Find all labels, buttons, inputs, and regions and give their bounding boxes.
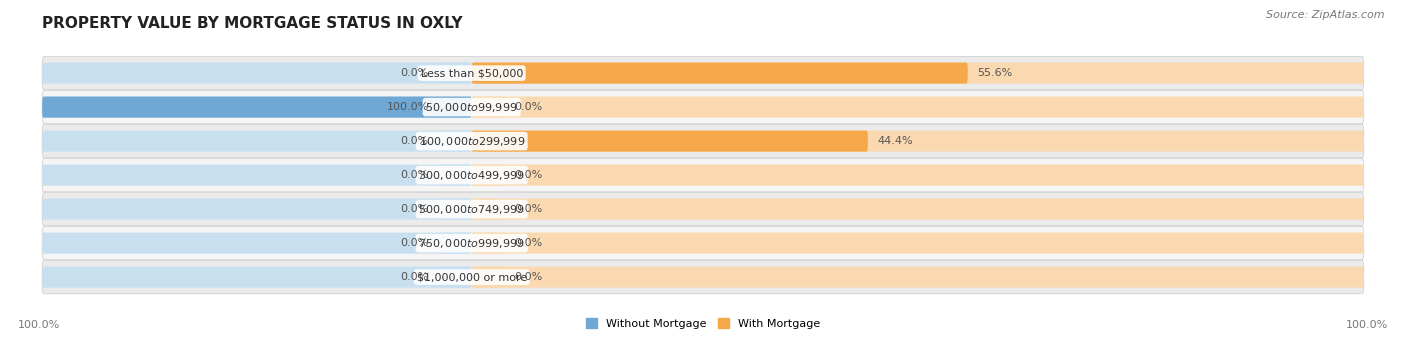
FancyBboxPatch shape: [471, 131, 1364, 152]
Legend: Without Mortgage, With Mortgage: Without Mortgage, With Mortgage: [582, 314, 824, 333]
FancyBboxPatch shape: [471, 63, 967, 84]
Text: 0.0%: 0.0%: [401, 68, 429, 78]
FancyBboxPatch shape: [439, 131, 471, 152]
FancyBboxPatch shape: [471, 131, 868, 152]
FancyBboxPatch shape: [42, 97, 471, 118]
Text: PROPERTY VALUE BY MORTGAGE STATUS IN OXLY: PROPERTY VALUE BY MORTGAGE STATUS IN OXL…: [42, 16, 463, 31]
FancyBboxPatch shape: [42, 267, 471, 288]
FancyBboxPatch shape: [471, 165, 505, 186]
FancyBboxPatch shape: [42, 199, 471, 220]
Text: 0.0%: 0.0%: [401, 272, 429, 282]
FancyBboxPatch shape: [42, 233, 471, 254]
Text: 0.0%: 0.0%: [401, 170, 429, 180]
FancyBboxPatch shape: [471, 165, 1364, 186]
Text: 100.0%: 100.0%: [1346, 320, 1388, 330]
Text: 0.0%: 0.0%: [515, 102, 543, 112]
Text: 55.6%: 55.6%: [977, 68, 1012, 78]
FancyBboxPatch shape: [42, 226, 1364, 260]
Text: 0.0%: 0.0%: [515, 238, 543, 248]
Text: $300,000 to $499,999: $300,000 to $499,999: [419, 169, 524, 182]
FancyBboxPatch shape: [471, 267, 1364, 288]
Text: 0.0%: 0.0%: [515, 170, 543, 180]
FancyBboxPatch shape: [42, 260, 1364, 294]
Text: 44.4%: 44.4%: [877, 136, 914, 146]
FancyBboxPatch shape: [42, 165, 471, 186]
FancyBboxPatch shape: [471, 267, 505, 288]
FancyBboxPatch shape: [471, 233, 505, 254]
Text: $100,000 to $299,999: $100,000 to $299,999: [419, 135, 524, 148]
Text: 0.0%: 0.0%: [515, 204, 543, 214]
FancyBboxPatch shape: [42, 124, 1364, 158]
FancyBboxPatch shape: [42, 56, 1364, 90]
Text: $1,000,000 or more: $1,000,000 or more: [416, 272, 527, 282]
Text: 0.0%: 0.0%: [401, 136, 429, 146]
FancyBboxPatch shape: [439, 233, 471, 254]
Text: $750,000 to $999,999: $750,000 to $999,999: [419, 237, 524, 250]
Text: Less than $50,000: Less than $50,000: [420, 68, 523, 78]
Text: 0.0%: 0.0%: [515, 272, 543, 282]
FancyBboxPatch shape: [42, 90, 1364, 124]
FancyBboxPatch shape: [471, 233, 1364, 254]
FancyBboxPatch shape: [471, 63, 1364, 84]
Text: 100.0%: 100.0%: [18, 320, 60, 330]
FancyBboxPatch shape: [42, 97, 471, 118]
FancyBboxPatch shape: [471, 97, 505, 118]
Text: Source: ZipAtlas.com: Source: ZipAtlas.com: [1267, 10, 1385, 20]
FancyBboxPatch shape: [471, 199, 1364, 220]
FancyBboxPatch shape: [42, 192, 1364, 226]
FancyBboxPatch shape: [42, 158, 1364, 192]
FancyBboxPatch shape: [42, 131, 471, 152]
Text: 100.0%: 100.0%: [387, 102, 429, 112]
FancyBboxPatch shape: [471, 97, 1364, 118]
Text: 0.0%: 0.0%: [401, 238, 429, 248]
FancyBboxPatch shape: [439, 165, 471, 186]
Text: $50,000 to $99,999: $50,000 to $99,999: [426, 101, 517, 114]
Text: 0.0%: 0.0%: [401, 204, 429, 214]
FancyBboxPatch shape: [439, 199, 471, 220]
FancyBboxPatch shape: [471, 199, 505, 220]
Text: $500,000 to $749,999: $500,000 to $749,999: [419, 203, 524, 216]
FancyBboxPatch shape: [42, 63, 471, 84]
FancyBboxPatch shape: [439, 63, 471, 84]
FancyBboxPatch shape: [439, 267, 471, 288]
